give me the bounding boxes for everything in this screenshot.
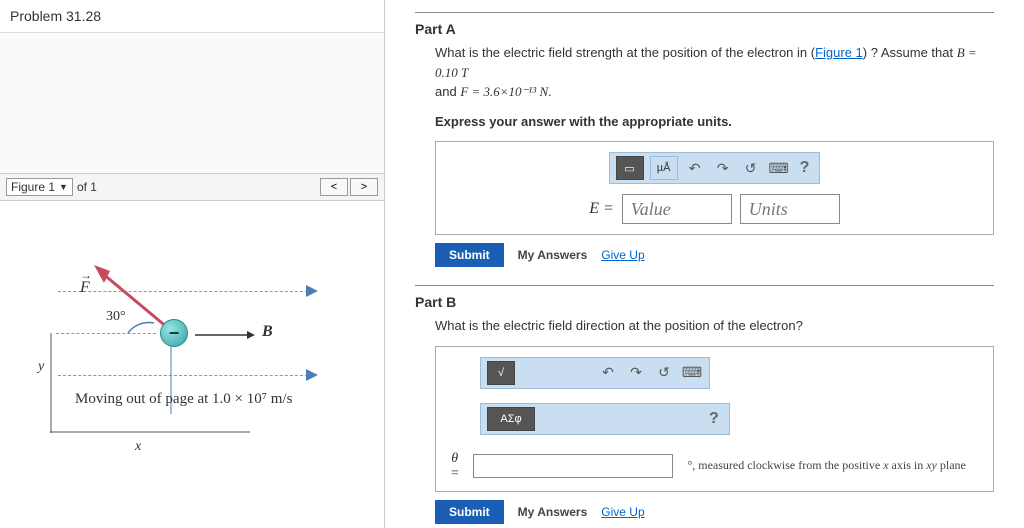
figure-body: F 30° B − y x Moving out of page at 1.0 … [0,201,384,528]
keyboard-icon[interactable]: ⌨ [681,363,703,383]
part-a-submit-row: Submit My Answers Give Up [435,243,994,267]
submit-button[interactable]: Submit [435,500,504,524]
figure-nav: < > [320,178,378,196]
figure-link[interactable]: Figure 1 [815,45,863,60]
electron-charge: − [160,319,188,347]
help-button[interactable]: ? [705,410,723,428]
reset-icon[interactable]: ↺ [740,158,762,178]
units-button[interactable]: µÅ [650,156,678,180]
chevron-down-icon: ▼ [59,182,68,192]
help-button[interactable]: ? [796,159,814,177]
redo-icon[interactable]: ↷ [625,363,647,383]
part-b-question: What is the electric field direction at … [435,316,994,336]
greek-button[interactable]: ΑΣφ [487,407,535,431]
figure-selector-label: Figure 1 [11,180,55,194]
value-input[interactable] [622,194,732,224]
figure-prev-button[interactable]: < [320,178,348,196]
right-panel: Part A What is the electric field streng… [385,0,1024,528]
arrowhead-icon [306,285,318,297]
dash-line [58,375,308,376]
physics-diagram: F 30° B − y x Moving out of page at 1.0 … [20,251,360,471]
arrowhead-icon [306,369,318,381]
figure-next-button[interactable]: > [350,178,378,196]
part-a-equation-row: E = [450,194,979,224]
part-a-answer-block: ▭ µÅ ↶ ↷ ↺ ⌨ ? E = [435,141,994,235]
part-a-toolbar: ▭ µÅ ↶ ↷ ↺ ⌨ ? [609,152,821,184]
b-field-label: B [262,323,273,341]
y-axis-label: y [38,359,44,375]
angle-label: 30° [106,309,126,325]
figure-of-text: of 1 [77,180,97,194]
submit-button[interactable]: Submit [435,243,504,267]
keyboard-icon[interactable]: ⌨ [768,158,790,178]
problem-title: Problem 31.28 [0,0,384,33]
angle-arc [124,311,164,341]
axis-line [50,431,250,433]
equation-label: E = [589,200,614,218]
app-container: Problem 31.28 Figure 1 ▼ of 1 < > [0,0,1024,528]
part-a-header: Part A [415,12,994,37]
left-panel: Problem 31.28 Figure 1 ▼ of 1 < > [0,0,385,528]
theta-input[interactable] [473,454,673,478]
part-b-toolbar-2: ΑΣφ ? [480,403,730,435]
axis-line [50,333,52,433]
my-answers-link[interactable]: My Answers [518,248,588,262]
b-field-arrow [195,331,255,339]
part-b-submit-row: Submit My Answers Give Up [435,500,994,524]
sqrt-icon[interactable]: √ [487,361,515,385]
theta-hint: °, measured clockwise from the positive … [687,458,965,473]
part-a-question: What is the electric field strength at t… [435,43,994,102]
my-answers-link[interactable]: My Answers [518,505,588,519]
units-input[interactable] [740,194,840,224]
part-b-answer-block: √ ↶ ↷ ↺ ⌨ ΑΣφ ? θ= °, measured clockwise… [435,346,994,493]
figure-header: Figure 1 ▼ of 1 < > [0,173,384,201]
part-b-header: Part B [415,285,994,310]
velocity-caption: Moving out of page at 1.0 × 10⁷ m/s [75,391,292,408]
undo-icon[interactable]: ↶ [597,363,619,383]
part-a-instruction: Express your answer with the appropriate… [435,112,994,132]
reset-icon[interactable]: ↺ [653,363,675,383]
give-up-link[interactable]: Give Up [601,505,644,519]
figure-selector[interactable]: Figure 1 ▼ [6,178,73,196]
force-label: F [80,279,90,297]
part-b-equation-row: θ= °, measured clockwise from the positi… [450,451,979,482]
x-axis-label: x [135,439,141,455]
theta-label: θ= [450,451,459,482]
template-icon[interactable]: ▭ [616,156,644,180]
part-b-toolbar-1: √ ↶ ↷ ↺ ⌨ [480,357,710,389]
give-up-link[interactable]: Give Up [601,248,644,262]
redo-icon[interactable]: ↷ [712,158,734,178]
undo-icon[interactable]: ↶ [684,158,706,178]
